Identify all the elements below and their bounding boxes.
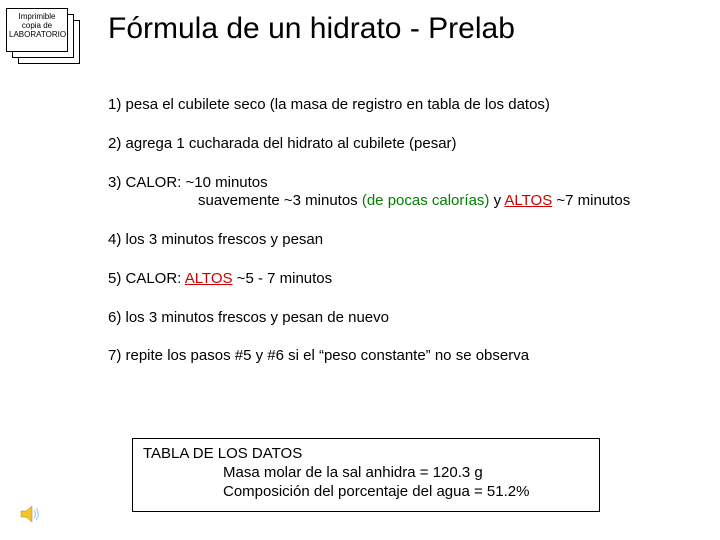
- data-table-box: TABLA DE LOS DATOS Masa molar de la sal …: [132, 438, 600, 512]
- step-3b-post: ~7 minutos: [552, 192, 630, 209]
- step-6: 6) los 3 minutos frescos y pesan de nuev…: [108, 309, 714, 328]
- step-3-line-b: suavemente ~3 minutos (de pocas calorías…: [198, 192, 714, 211]
- step-2: 2) agrega 1 cucharada del hidrato al cub…: [108, 135, 714, 154]
- speaker-icon[interactable]: [18, 502, 42, 526]
- databox-line1: TABLA DE LOS DATOS: [143, 445, 589, 464]
- step-3: 3) CALOR: ~10 minutos suavemente ~3 minu…: [108, 174, 714, 212]
- stamp-line3: LABORATORIO: [9, 31, 65, 40]
- step-5-pre: 5) CALOR:: [108, 270, 185, 287]
- step-3b-mid: y: [489, 192, 504, 209]
- databox-line2: Masa molar de la sal anhidra = 120.3 g: [223, 464, 589, 483]
- step-3b-pre: suavemente ~3 minutos: [198, 192, 362, 209]
- step-5: 5) CALOR: ALTOS ~5 - 7 minutos: [108, 270, 714, 289]
- step-7: 7) repite los pasos #5 y #6 si el “peso …: [108, 347, 714, 366]
- step-3-line-a: 3) CALOR: ~10 minutos: [108, 174, 714, 193]
- stamp-page-front: Imprimible copia de LABORATORIO: [6, 8, 68, 52]
- step-4: 4) los 3 minutos frescos y pesan: [108, 231, 714, 250]
- page-title: Fórmula de un hidrato - Prelab: [108, 12, 515, 46]
- steps-list: 1) pesa el cubilete seco (la masa de reg…: [108, 96, 714, 380]
- printable-stamp: Imprimible copia de LABORATORIO: [6, 8, 86, 64]
- step-3b-altos: ALTOS: [504, 192, 552, 209]
- databox-line3: Composición del porcentaje del agua = 51…: [223, 483, 589, 502]
- step-5-post: ~5 - 7 minutos: [233, 270, 333, 287]
- stamp-text: Imprimible copia de LABORATORIO: [9, 13, 65, 39]
- step-1: 1) pesa el cubilete seco (la masa de reg…: [108, 96, 714, 115]
- step-5-altos: ALTOS: [185, 270, 233, 287]
- step-3b-green: (de pocas calorías): [362, 192, 490, 209]
